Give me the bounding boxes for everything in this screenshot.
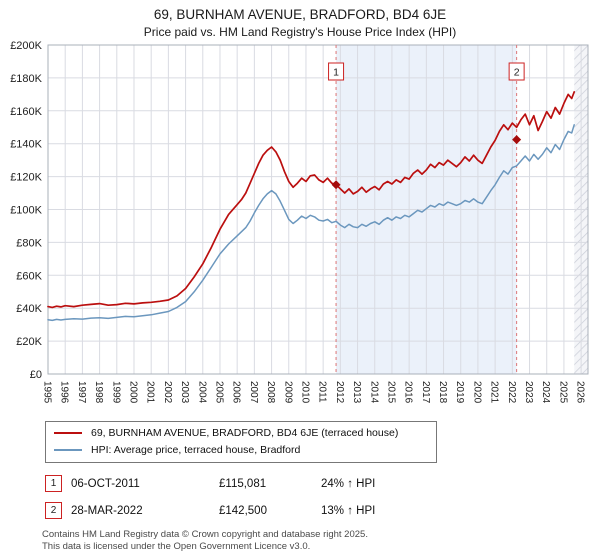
legend-label-property: 69, BURNHAM AVENUE, BRADFORD, BD4 6JE (t… xyxy=(91,427,399,439)
svg-text:2002: 2002 xyxy=(162,381,173,404)
svg-text:2007: 2007 xyxy=(248,381,259,404)
legend-swatch-property xyxy=(54,432,82,434)
page-subtitle: Price paid vs. HM Land Registry's House … xyxy=(143,25,457,39)
svg-text:1997: 1997 xyxy=(76,381,87,404)
transaction-marker-1: 1 xyxy=(45,475,62,492)
svg-text:2017: 2017 xyxy=(420,381,431,404)
transaction-price: £115,081 xyxy=(219,477,267,490)
legend-swatch-hpi xyxy=(54,449,82,451)
svg-text:2: 2 xyxy=(514,67,520,79)
transaction-row: 2 28-MAR-2022 £142,500 13% ↑ HPI xyxy=(45,502,600,519)
svg-text:2014: 2014 xyxy=(368,381,379,404)
svg-text:£160K: £160K xyxy=(10,106,42,118)
legend-label-hpi: HPI: Average price, terraced house, Brad… xyxy=(91,444,301,456)
svg-text:2023: 2023 xyxy=(523,381,534,404)
svg-text:2018: 2018 xyxy=(437,381,448,404)
svg-text:2019: 2019 xyxy=(454,381,465,404)
svg-text:2006: 2006 xyxy=(231,381,242,404)
transaction-hpi-change: 24% ↑ HPI xyxy=(321,477,376,490)
svg-text:2021: 2021 xyxy=(489,381,500,404)
transaction-hpi-change: 13% ↑ HPI xyxy=(321,504,376,517)
svg-text:2015: 2015 xyxy=(385,381,396,404)
price-history-chart: 1 2 £0 £20K £40K £60K £80K £100K £120K £140K £160K… xyxy=(10,40,589,404)
svg-text:2013: 2013 xyxy=(351,381,362,404)
svg-text:£0: £0 xyxy=(30,369,42,381)
svg-text:2026: 2026 xyxy=(575,381,586,404)
footer: Contains HM Land Registry data © Crown c… xyxy=(42,529,600,554)
page-title: 69, BURNHAM AVENUE, BRADFORD, BD4 6JE xyxy=(153,7,447,22)
svg-text:2011: 2011 xyxy=(317,381,328,403)
svg-text:2001: 2001 xyxy=(145,381,156,404)
svg-text:£80K: £80K xyxy=(16,237,42,249)
transaction-price: £142,500 xyxy=(219,504,267,517)
svg-text:1: 1 xyxy=(333,67,339,79)
transaction-date: 06-OCT-2011 xyxy=(71,477,140,490)
svg-text:2020: 2020 xyxy=(471,381,482,404)
transactions-list: 1 06-OCT-2011 £115,081 24% ↑ HPI 2 28-MA… xyxy=(45,475,600,519)
svg-text:£180K: £180K xyxy=(10,73,42,85)
svg-text:£140K: £140K xyxy=(10,139,42,151)
transaction-row: 1 06-OCT-2011 £115,081 24% ↑ HPI xyxy=(45,475,600,492)
svg-text:2016: 2016 xyxy=(403,381,414,404)
transaction-date: 28-MAR-2022 xyxy=(71,504,143,517)
svg-text:2005: 2005 xyxy=(213,381,224,404)
svg-text:2004: 2004 xyxy=(196,381,207,404)
svg-text:£100K: £100K xyxy=(10,205,42,217)
svg-text:£20K: £20K xyxy=(16,336,42,348)
svg-text:1998: 1998 xyxy=(93,381,104,404)
legend-item-property: 69, BURNHAM AVENUE, BRADFORD, BD4 6JE (t… xyxy=(54,427,428,439)
svg-text:2003: 2003 xyxy=(179,381,190,404)
svg-text:2009: 2009 xyxy=(282,381,293,404)
svg-text:2000: 2000 xyxy=(127,381,138,404)
legend-item-hpi: HPI: Average price, terraced house, Brad… xyxy=(54,444,428,456)
svg-text:1995: 1995 xyxy=(42,381,53,404)
svg-text:£40K: £40K xyxy=(16,303,42,315)
footer-line-1: Contains HM Land Registry data © Crown c… xyxy=(42,529,368,540)
svg-text:£120K: £120K xyxy=(10,172,42,184)
footer-line-2: This data is licensed under the Open Gov… xyxy=(42,541,311,553)
svg-text:2008: 2008 xyxy=(265,381,276,404)
svg-text:1999: 1999 xyxy=(110,381,121,404)
svg-text:£60K: £60K xyxy=(16,270,42,282)
svg-text:2012: 2012 xyxy=(334,381,345,404)
legend: 69, BURNHAM AVENUE, BRADFORD, BD4 6JE (t… xyxy=(45,421,437,463)
transaction-marker-2: 2 xyxy=(45,502,62,519)
svg-text:2025: 2025 xyxy=(557,381,568,404)
svg-text:2010: 2010 xyxy=(299,381,310,404)
svg-text:2024: 2024 xyxy=(540,381,551,404)
svg-text:1996: 1996 xyxy=(59,381,70,404)
svg-text:£200K: £200K xyxy=(10,40,42,52)
svg-text:2022: 2022 xyxy=(506,381,517,404)
